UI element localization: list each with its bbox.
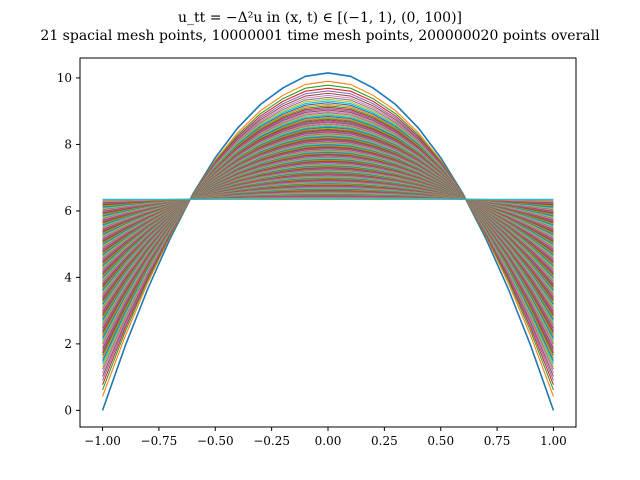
axes-frame bbox=[79, 57, 577, 428]
x-tick-label: −0.75 bbox=[141, 434, 178, 448]
y-tick-label: 0 bbox=[64, 403, 72, 417]
x-axis: −1.00 −0.75 −0.50 −0.25 0.00 0.25 0.50 0.75 1.00 bbox=[84, 427, 567, 448]
y-axis: 0 2 4 6 8 10 bbox=[57, 71, 80, 417]
x-tick-label: −0.50 bbox=[197, 434, 234, 448]
series-line-0 bbox=[101, 72, 555, 411]
y-tick-label: 4 bbox=[64, 270, 72, 284]
x-tick-label: −1.00 bbox=[84, 434, 121, 448]
x-tick-label: 0.75 bbox=[484, 434, 511, 448]
y-tick-label: 2 bbox=[64, 337, 72, 351]
y-tick-label: 6 bbox=[64, 204, 72, 218]
chart-title: u_tt = −Δ²u in (x, t) ∈ [(−1, 1), (0, 10… bbox=[178, 10, 462, 26]
x-tick-label: 0.00 bbox=[315, 434, 342, 448]
x-tick-label: −0.25 bbox=[253, 434, 290, 448]
x-tick-label: 0.50 bbox=[427, 434, 454, 448]
chart-subtitle: 21 spacial mesh points, 10000001 time me… bbox=[40, 28, 600, 44]
x-tick-label: 1.00 bbox=[540, 434, 567, 448]
x-tick-label: 0.25 bbox=[371, 434, 398, 448]
y-tick-label: 8 bbox=[64, 137, 72, 151]
plot-area bbox=[101, 72, 555, 411]
y-tick-label: 10 bbox=[57, 71, 72, 85]
